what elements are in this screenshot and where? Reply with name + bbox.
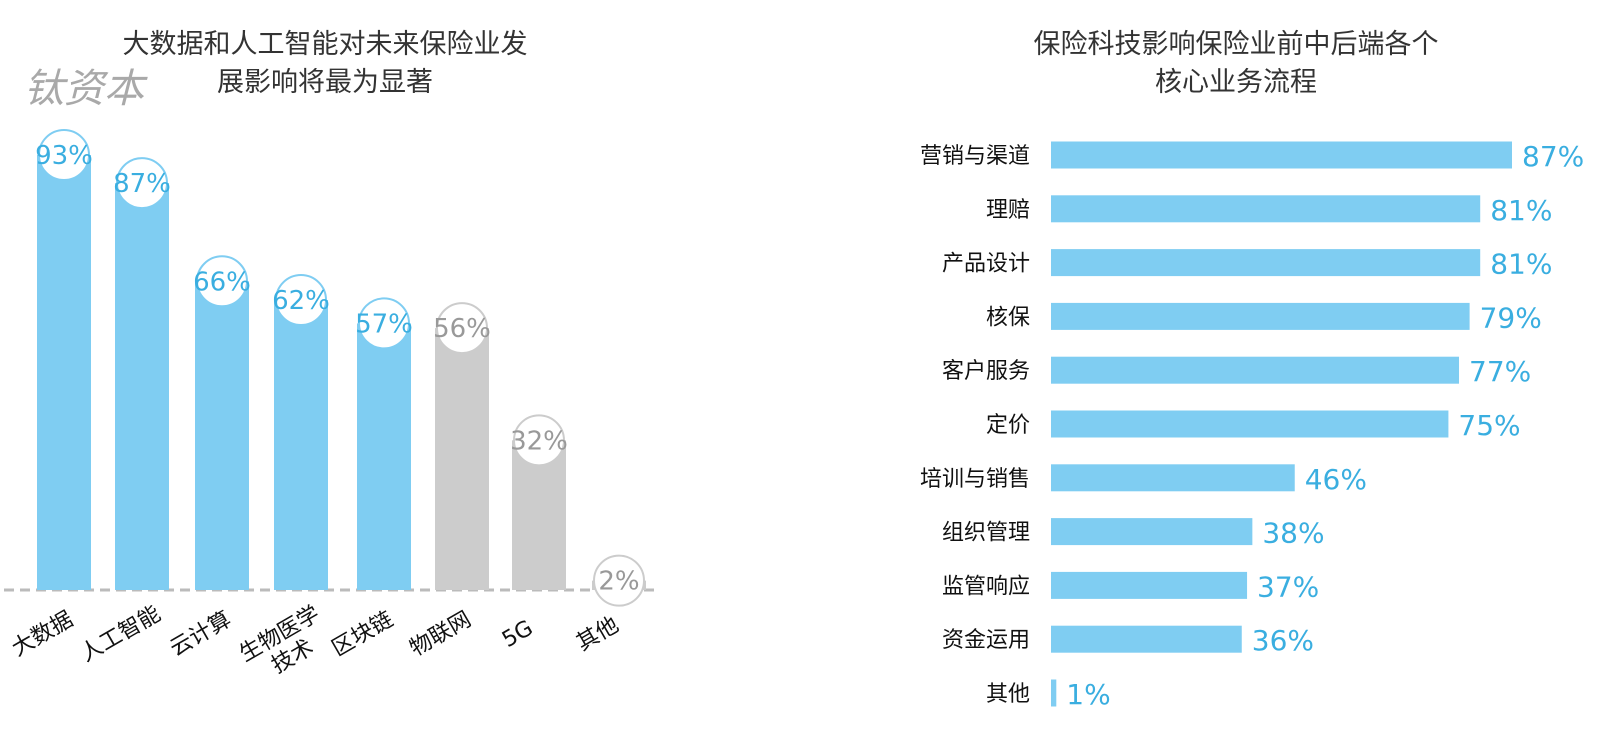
x-tick-label-line: 物联网 xyxy=(406,607,476,662)
data-label: 38% xyxy=(1262,517,1324,550)
watermark-logo: 钛资本 xyxy=(24,66,148,112)
data-label: 66% xyxy=(193,267,251,297)
bar xyxy=(1051,356,1460,384)
data-label-circle xyxy=(196,255,248,308)
bar xyxy=(1051,625,1242,653)
x-tick-label: 大数据 xyxy=(8,607,78,662)
bar xyxy=(1051,249,1481,277)
left-chart-title-line-1: 大数据和人工智能对未来保险业发 xyxy=(123,29,528,60)
x-tick-label: 其他 xyxy=(572,613,623,657)
data-label: 87% xyxy=(1522,140,1584,173)
bar xyxy=(1051,195,1481,223)
data-label-circle xyxy=(513,414,565,467)
right-chart-title-line-2: 核心业务流程 xyxy=(1155,67,1317,98)
x-tick-label: 5G xyxy=(498,616,537,653)
data-label: 56% xyxy=(433,314,491,344)
data-label: 36% xyxy=(1252,624,1314,657)
right-chart: 保险科技影响保险业前中后端各个 核心业务流程 营销与渠道 87% 理赔 81% 产品设计… xyxy=(900,0,1606,730)
data-label: 81% xyxy=(1490,194,1552,227)
y-tick-label: 产品设计 xyxy=(942,252,1030,277)
data-label: 93% xyxy=(35,141,93,171)
y-tick-label: 理赔 xyxy=(986,198,1030,223)
data-label: 62% xyxy=(272,286,330,316)
data-label: 75% xyxy=(1458,409,1520,442)
x-tick-label: 物联网 xyxy=(406,607,476,662)
left-chart: 大数据和人工智能对未来保险业发 展影响将最为显著 钛资本 93% 大数据 87% 人工… xyxy=(0,0,700,730)
bar xyxy=(115,183,169,590)
left-chart-title-line-2: 展影响将最为显著 xyxy=(217,67,433,98)
data-label: 57% xyxy=(355,309,413,339)
bar xyxy=(195,281,249,590)
y-tick-label: 其他 xyxy=(986,682,1030,707)
data-label-circle xyxy=(593,554,645,607)
y-tick-label: 组织管理 xyxy=(942,521,1030,546)
data-label-circle xyxy=(116,157,168,210)
data-label: 46% xyxy=(1305,463,1367,496)
x-tick-label: 生物医学技术 xyxy=(235,602,337,690)
bar xyxy=(274,300,328,590)
x-tick-label-line: 5G xyxy=(498,616,537,653)
x-tick-label-line: 其他 xyxy=(572,613,623,657)
bar xyxy=(357,323,411,590)
data-label: 1% xyxy=(1066,678,1110,711)
data-label: 79% xyxy=(1480,301,1542,334)
x-tick-label: 云计算 xyxy=(166,607,236,662)
left-bars: 93% 大数据 87% 人工智能 66% 云计算 62% 生物医学技术 57% 区块链 56% 物联网… xyxy=(4,129,655,690)
data-label-circle xyxy=(436,302,488,355)
x-tick-label-line: 区块链 xyxy=(328,607,398,662)
y-tick-label: 监管响应 xyxy=(942,574,1030,599)
data-label: 32% xyxy=(510,426,568,456)
y-tick-label: 培训与销售 xyxy=(920,467,1030,492)
data-label: 81% xyxy=(1490,248,1552,281)
y-tick-label: 营销与渠道 xyxy=(920,144,1030,169)
bar xyxy=(1051,302,1470,330)
bar xyxy=(1051,679,1057,707)
bar xyxy=(1051,141,1512,169)
data-label-circle xyxy=(38,129,90,181)
data-label-circle xyxy=(275,274,327,326)
bar xyxy=(1051,410,1449,438)
bar xyxy=(1051,518,1253,546)
y-tick-label: 核保 xyxy=(986,305,1030,330)
bar xyxy=(37,155,91,590)
bar xyxy=(435,328,489,590)
x-tick-label-line: 人工智能 xyxy=(76,602,165,668)
data-label: 77% xyxy=(1469,355,1531,388)
bar xyxy=(1051,571,1248,599)
data-label-circle xyxy=(358,297,410,350)
x-tick-label: 区块链 xyxy=(328,607,398,662)
bar xyxy=(1051,464,1295,492)
y-tick-label: 定价 xyxy=(986,413,1030,438)
y-tick-label: 客户服务 xyxy=(942,359,1030,384)
left-chart-svg: 大数据和人工智能对未来保险业发 展影响将最为显著 钛资本 93% 大数据 87% 人工… xyxy=(4,29,655,690)
right-chart-svg: 保险科技影响保险业前中后端各个 核心业务流程 营销与渠道 87% 理赔 81% 产品设计… xyxy=(920,29,1584,711)
right-bars: 营销与渠道 87% 理赔 81% 产品设计 81% 核保 79% 客户服务 77% 定价 75% 培训与… xyxy=(920,140,1584,711)
x-tick-label-line: 大数据 xyxy=(8,607,78,662)
data-label: 37% xyxy=(1257,570,1319,603)
data-label: 2% xyxy=(598,567,639,597)
x-tick-label: 人工智能 xyxy=(76,602,165,668)
data-label: 87% xyxy=(113,169,171,199)
right-chart-title-line-1: 保险科技影响保险业前中后端各个 xyxy=(1034,29,1439,60)
x-tick-label-line: 云计算 xyxy=(166,607,236,662)
y-tick-label: 资金运用 xyxy=(942,628,1030,653)
